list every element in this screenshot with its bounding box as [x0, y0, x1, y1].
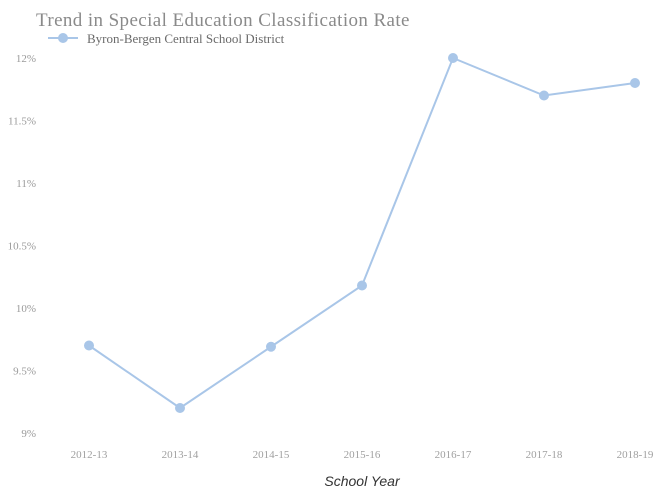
y-tick-label: 10% [16, 303, 36, 315]
y-tick-label: 9% [21, 428, 36, 440]
series-line [88, 56, 636, 410]
x-tick-label: 2017-18 [526, 449, 563, 461]
data-point [266, 341, 276, 352]
legend-label: Byron-Bergen Central School District [87, 31, 285, 46]
y-tick-label: 11.5% [8, 116, 36, 128]
x-axis-label: School Year [324, 473, 401, 488]
x-tick-label: 2018-19 [617, 449, 654, 461]
data-point [630, 78, 640, 88]
x-axis-ticks: 2012-13 2013-14 2014-15 2015-16 2016-17 2017-… [71, 449, 654, 461]
y-tick-label: 11% [16, 178, 36, 190]
x-tick-label: 2012-13 [71, 449, 108, 461]
series-group [84, 53, 640, 413]
data-point [175, 403, 185, 413]
data-point [357, 280, 367, 291]
y-tick-label: 12% [16, 53, 36, 65]
y-tick-label: 10.5% [8, 241, 36, 253]
y-tick-label: 9.5% [13, 366, 36, 378]
data-point [448, 53, 458, 63]
x-tick-label: 2014-15 [253, 449, 290, 461]
data-point [84, 340, 94, 351]
y-axis-ticks: 9% 9.5% 10% 10.5% 11% 11.5% 12% [8, 53, 36, 440]
x-tick-label: 2015-16 [344, 449, 381, 461]
chart-title: Trend in Special Education Classificatio… [36, 10, 410, 31]
legend: Byron-Bergen Central School District [48, 31, 285, 46]
legend-marker [58, 33, 68, 43]
data-point [539, 90, 549, 101]
x-tick-label: 2016-17 [435, 449, 472, 461]
x-tick-label: 2013-14 [162, 449, 199, 461]
